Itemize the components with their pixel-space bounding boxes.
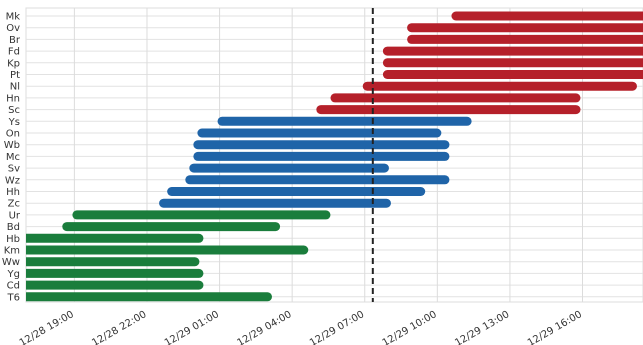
category-label: T6	[7, 292, 20, 303]
x-tick-label: 12/29 10:00	[381, 309, 439, 345]
category-label: Sv	[8, 164, 20, 175]
category-label: Wz	[5, 175, 20, 186]
x-tick-label: 12/29 16:00	[526, 309, 584, 345]
category-label: Mc	[6, 152, 20, 163]
category-labels: MkOvBrFdKpPtNlHnScYsOnWbMcSvWzHhZcUrBdHb…	[2, 12, 21, 304]
category-label: Bd	[7, 222, 20, 233]
x-tick-label: 12/29 01:00	[163, 309, 221, 345]
x-tick-label: 12/29 07:00	[308, 309, 366, 345]
category-label: Br	[9, 35, 21, 46]
x-tick-label: 12/28 19:00	[18, 309, 76, 345]
category-label: Zc	[8, 199, 20, 210]
category-label: Mk	[6, 12, 21, 23]
x-tick-label: 12/29 13:00	[453, 309, 511, 345]
category-label: Kp	[7, 58, 20, 69]
category-label: Wb	[4, 140, 20, 151]
category-label: Ww	[2, 257, 20, 268]
category-label: Ur	[9, 210, 21, 221]
category-label: Ov	[6, 23, 20, 34]
category-label: Nl	[10, 82, 20, 93]
category-label: Km	[4, 246, 20, 257]
category-label: Hh	[6, 187, 20, 198]
category-label: Cd	[7, 281, 20, 292]
category-label: Yg	[7, 269, 20, 280]
category-label: Sc	[8, 105, 20, 116]
bars	[26, 11, 643, 302]
category-label: Hb	[6, 234, 20, 245]
category-label: On	[6, 129, 20, 140]
x-tick-labels: 12/28 19:00 12/28 22:00 12/29 01:00 12/29 0…	[18, 309, 584, 345]
x-tick-label: 12/28 22:00	[90, 309, 148, 345]
category-label: Ys	[8, 117, 20, 128]
category-label: Hn	[6, 93, 20, 104]
category-label: Pt	[10, 70, 20, 81]
category-label: Fd	[8, 47, 20, 58]
x-tick-label: 12/29 04:00	[235, 309, 293, 345]
